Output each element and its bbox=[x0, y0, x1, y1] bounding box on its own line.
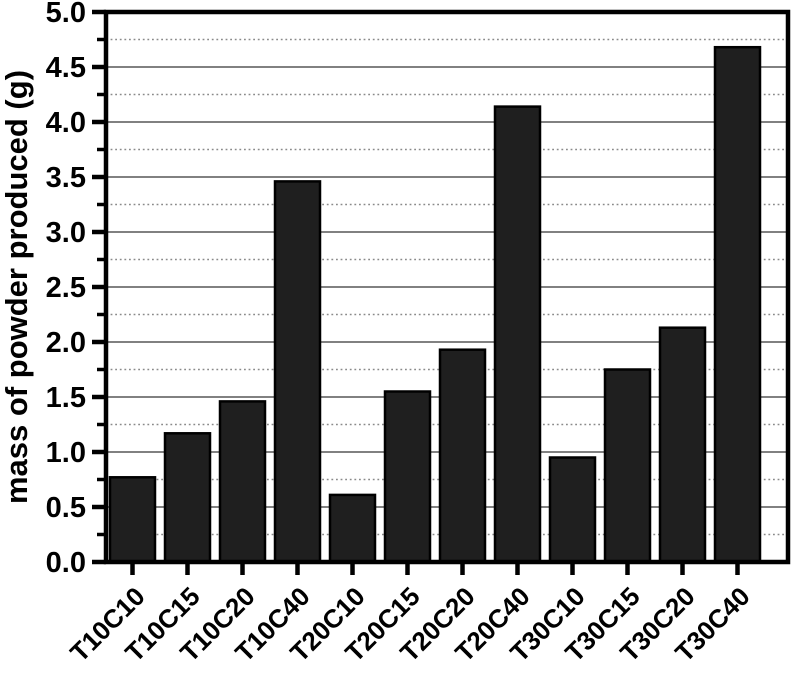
y-tick-label: 3.5 bbox=[46, 162, 86, 194]
y-tick-label: 3.0 bbox=[46, 217, 86, 249]
y-tick-label: 1.0 bbox=[46, 437, 86, 469]
plot-frame bbox=[103, 9, 791, 565]
bar-T10C15 bbox=[163, 432, 212, 564]
bar-T10C40 bbox=[273, 180, 322, 564]
y-tick-label: 5.0 bbox=[46, 0, 86, 29]
y-axis-title: mass of powder produced (g) bbox=[0, 70, 34, 504]
y-tick-label: 4.5 bbox=[46, 52, 86, 84]
y-tick-label: 1.5 bbox=[46, 382, 86, 414]
bar-T30C10 bbox=[548, 456, 597, 564]
bar-T20C15 bbox=[383, 390, 432, 564]
bar-T10C20 bbox=[218, 400, 267, 564]
bar-T30C20 bbox=[658, 326, 707, 564]
y-tick-label: 2.5 bbox=[46, 272, 86, 304]
y-tick-label: 0.0 bbox=[46, 547, 86, 579]
bar-T30C15 bbox=[603, 368, 652, 564]
y-tick-label: 0.5 bbox=[46, 492, 86, 524]
bar-T20C10 bbox=[328, 493, 377, 564]
y-tick-label: 4.0 bbox=[46, 107, 86, 139]
bar-T30C40 bbox=[713, 45, 762, 564]
bar-T20C20 bbox=[438, 348, 487, 564]
y-tick-label: 2.0 bbox=[46, 327, 86, 359]
bar-T10C10 bbox=[108, 476, 157, 564]
bar-T20C40 bbox=[493, 105, 542, 564]
